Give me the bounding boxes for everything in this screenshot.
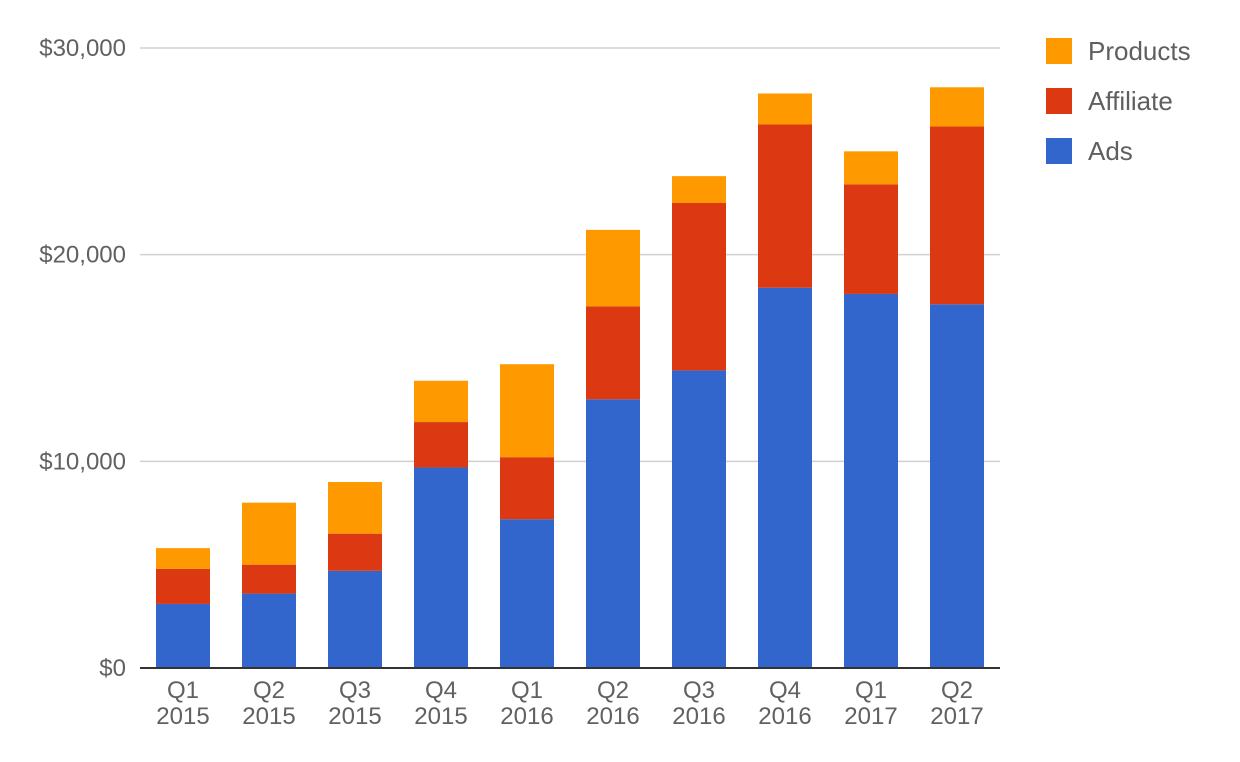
x-tick-label: 2016 — [500, 703, 553, 730]
x-tick-label: Q1 — [167, 677, 199, 704]
x-tick-label: 2015 — [242, 703, 295, 730]
bar-segment-affiliate — [758, 124, 812, 288]
legend: Products Affiliate Ads — [1046, 36, 1191, 166]
axes: $0$10,000$20,000$30,000Q12015Q22015Q3201… — [39, 35, 1000, 730]
bar-segment-ads — [414, 467, 468, 668]
bar-segment-products — [500, 364, 554, 458]
legend-swatch-ads — [1046, 138, 1072, 164]
bar-segment-products — [758, 93, 812, 125]
bar-segment-products — [672, 176, 726, 203]
legend-label-products: Products — [1088, 36, 1191, 66]
bar-segment-ads — [930, 304, 984, 668]
x-tick-label: 2016 — [586, 703, 639, 730]
bar-segment-affiliate — [156, 568, 210, 604]
x-tick-label: 2015 — [156, 703, 209, 730]
bar-segment-ads — [242, 593, 296, 668]
bar-segment-ads — [328, 570, 382, 668]
y-tick-label: $30,000 — [39, 35, 126, 62]
x-tick-label: Q1 — [855, 677, 887, 704]
bar-segment-products — [414, 380, 468, 423]
bar-segment-products — [156, 548, 210, 569]
y-tick-label: $10,000 — [39, 448, 126, 475]
y-tick-label: $20,000 — [39, 242, 126, 269]
x-tick-label: Q2 — [253, 677, 285, 704]
bar-segment-affiliate — [586, 306, 640, 400]
x-tick-label: Q3 — [339, 677, 371, 704]
x-tick-label: Q1 — [511, 677, 543, 704]
x-tick-label: 2015 — [328, 703, 381, 730]
bar-segment-affiliate — [328, 533, 382, 571]
bar-segment-affiliate — [500, 457, 554, 520]
legend-swatch-products — [1046, 38, 1072, 64]
x-tick-label: 2015 — [414, 703, 467, 730]
x-tick-label: 2016 — [758, 703, 811, 730]
x-tick-label: Q3 — [683, 677, 715, 704]
bar-segment-affiliate — [844, 184, 898, 294]
bar-segment-ads — [156, 603, 210, 668]
bar-segment-affiliate — [414, 422, 468, 468]
bar-segment-products — [844, 151, 898, 185]
x-tick-label: 2017 — [844, 703, 897, 730]
bar-segment-affiliate — [930, 126, 984, 305]
legend-label-ads: Ads — [1088, 136, 1133, 166]
bar-segment-products — [586, 229, 640, 307]
bar-segment-ads — [758, 287, 812, 668]
legend-swatch-affiliate — [1046, 88, 1072, 114]
bar-segment-products — [328, 482, 382, 534]
x-tick-label: Q4 — [769, 677, 801, 704]
bar-segment-ads — [844, 293, 898, 668]
x-tick-label: 2017 — [930, 703, 983, 730]
bar-segment-ads — [500, 519, 554, 668]
bar-segment-products — [242, 502, 296, 565]
bar-segment-affiliate — [672, 203, 726, 371]
bar-segment-affiliate — [242, 564, 296, 594]
bars — [156, 87, 984, 668]
x-tick-label: Q2 — [597, 677, 629, 704]
x-tick-label: 2016 — [672, 703, 725, 730]
bar-segment-products — [930, 87, 984, 127]
x-tick-label: Q4 — [425, 677, 457, 704]
legend-label-affiliate: Affiliate — [1088, 86, 1173, 116]
x-tick-label: Q2 — [941, 677, 973, 704]
y-tick-label: $0 — [99, 655, 126, 682]
bar-segment-ads — [586, 399, 640, 668]
bar-segment-ads — [672, 370, 726, 668]
